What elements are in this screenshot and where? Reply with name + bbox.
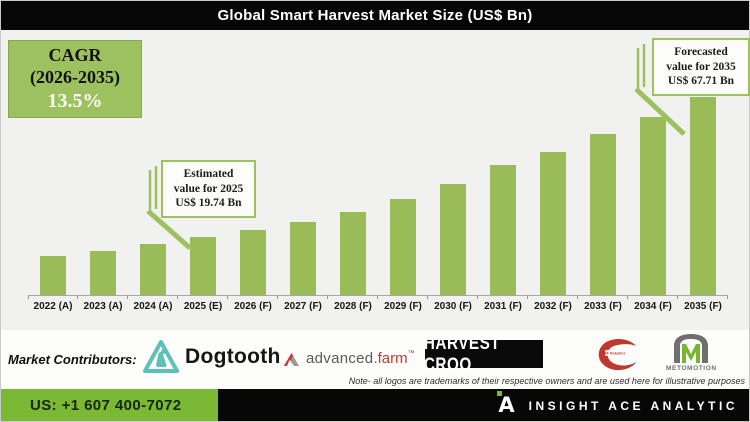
bar-2026 — [240, 230, 266, 295]
advanced-farm-wordmark-main: advanced — [306, 350, 374, 367]
chart-area: CAGR (2026-2035) 13.5% Estimated value f… — [0, 30, 750, 330]
cagr-badge: CAGR (2026-2035) 13.5% — [8, 40, 142, 118]
ff-robotics-c-icon: FF Robotics — [598, 339, 636, 370]
chart-title-bar: Global Smart Harvest Market Size (US$ Bn… — [0, 0, 750, 30]
bar-2024 — [140, 244, 166, 295]
advanced-farm-wordmark-suffix: .farm — [373, 350, 408, 367]
market-contributors-strip: Market Contributors: Dogtooth advanced.f… — [0, 330, 750, 389]
footer-bar: US: +1 607 400-7072 A INSIGHT ACE ANALYT… — [0, 389, 750, 422]
bar-column-2034: 2034 (F) — [628, 90, 678, 312]
bar-2023 — [90, 250, 116, 295]
bar-2033 — [590, 134, 616, 295]
cagr-label: CAGR — [48, 44, 102, 65]
bar-column-2031: 2031 (F) — [478, 90, 528, 312]
dogtooth-wordmark: Dogtooth — [185, 345, 281, 368]
annotation-estimated-2025: Estimated value for 2025 US$ 19.74 Bn — [161, 160, 256, 218]
advanced-farm-triangle-icon — [284, 352, 299, 366]
bar-column-2027: 2027 (F) — [278, 90, 328, 312]
advanced-farm-trademark-symbol: ™ — [407, 350, 415, 357]
x-axis-label-2035: 2035 (F) — [684, 301, 722, 312]
bar-2028 — [340, 211, 366, 295]
insight-ace-logo-icon: A — [497, 391, 515, 417]
x-axis-label-2023: 2023 (A) — [83, 301, 123, 312]
x-axis-label-2030: 2030 (F) — [434, 301, 472, 312]
bar-column-2022: 2022 (A) — [28, 90, 78, 312]
bar-chart-plot: 2022 (A) 2023 (A) 2024 (A) 2025 (E) 2026 (F)… — [28, 90, 728, 312]
annotation-2035-value: US$ 67.71 Bn — [667, 75, 735, 88]
x-axis-label-2027: 2027 (F) — [284, 301, 322, 312]
bar-2035 — [690, 97, 716, 295]
cagr-value: 13.5% — [47, 89, 103, 112]
ff-robotics-logo: FF Robotics — [596, 338, 640, 372]
x-axis-label-2022: 2022 (A) — [33, 301, 73, 312]
harvest-croo-wordmark: HARVEST CROO — [423, 332, 501, 376]
bar-2032 — [540, 151, 566, 295]
bar-column-2024: 2024 (A) — [128, 90, 178, 312]
annotation-2025-value: US$ 19.74 Bn — [175, 197, 242, 210]
annotation-2025-line1: Estimated — [183, 167, 234, 180]
advanced-farm-logo: advanced.farm™ — [283, 350, 415, 368]
annotation-2035-line1: Forecasted — [674, 45, 728, 58]
bar-column-2028: 2028 (F) — [328, 90, 378, 312]
bar-column-2025: 2025 (E) — [178, 90, 228, 312]
annotation-2035-line2: value for 2035 — [666, 60, 736, 73]
x-axis-label-2034: 2034 (F) — [634, 301, 672, 312]
phone-banner: US: +1 607 400-7072 — [0, 389, 218, 422]
bar-column-2029: 2029 (F) — [378, 90, 428, 312]
bar-column-2032: 2032 (F) — [528, 90, 578, 312]
x-axis-label-2028: 2028 (F) — [334, 301, 372, 312]
chart-title: Global Smart Harvest Market Size (US$ Bn… — [217, 6, 533, 24]
x-axis-label-2032: 2032 (F) — [534, 301, 572, 312]
bar-2025 — [190, 237, 216, 295]
svg-text:FF Robotics: FF Robotics — [605, 352, 626, 356]
bar-column-2026: 2026 (F) — [228, 90, 278, 312]
annotation-2025-line2: value for 2025 — [173, 182, 244, 195]
bar-column-2033: 2033 (F) — [578, 90, 628, 312]
x-axis-label-2024: 2024 (A) — [133, 301, 173, 312]
brand-name: INSIGHT ACE ANALYTIC — [528, 398, 738, 413]
annotation-forecasted-2035: Forecasted value for 2035 US$ 67.71 Bn — [652, 38, 750, 96]
phone-number: US: +1 607 400-7072 — [30, 397, 182, 414]
bar-2027 — [290, 221, 316, 295]
market-contributors-label: Market Contributors: — [8, 352, 137, 367]
harvest-croo-logo: HARVEST CROO — [424, 333, 543, 375]
bar-column-2035: 2035 (F) — [678, 90, 728, 312]
logo-green-dot — [497, 391, 503, 396]
logo-letter: A — [498, 393, 515, 417]
bar-2022 — [40, 256, 66, 295]
x-axis-label-2031: 2031 (F) — [484, 301, 522, 312]
x-axis-label-2025: 2025 (E) — [183, 301, 223, 312]
metomotion-logo: METOMOTION — [666, 334, 717, 372]
dogtooth-triangle-icon — [143, 340, 179, 373]
dogtooth-logo: Dogtooth — [143, 340, 281, 374]
x-axis-label-2033: 2033 (F) — [584, 301, 622, 312]
bar-2029 — [390, 198, 416, 295]
bar-2034 — [640, 116, 666, 295]
brand-block: A INSIGHT ACE ANALYTIC — [497, 389, 738, 422]
metomotion-wordmark: METOMOTION — [666, 365, 717, 372]
bar-2030 — [440, 183, 466, 295]
bar-column-2023: 2023 (A) — [78, 90, 128, 312]
metomotion-m-icon — [674, 334, 709, 363]
cagr-period: (2026-2035) — [30, 66, 120, 87]
trademark-note: Note- all logos are trademarks of their … — [348, 376, 745, 386]
x-axis-label-2029: 2029 (F) — [384, 301, 422, 312]
x-axis-label-2026: 2026 (F) — [234, 301, 272, 312]
bar-2031 — [490, 164, 516, 295]
bar-column-2030: 2030 (F) — [428, 90, 478, 312]
